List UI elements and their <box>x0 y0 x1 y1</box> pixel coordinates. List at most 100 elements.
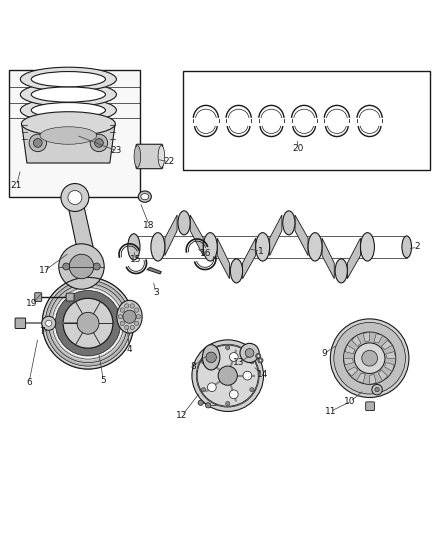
Polygon shape <box>9 70 141 197</box>
Text: 20: 20 <box>292 144 303 153</box>
Text: 11: 11 <box>325 407 336 416</box>
Polygon shape <box>347 238 360 279</box>
Wedge shape <box>45 280 131 366</box>
Ellipse shape <box>360 233 374 261</box>
Ellipse shape <box>40 127 97 144</box>
Polygon shape <box>378 370 388 381</box>
Polygon shape <box>243 238 256 279</box>
Polygon shape <box>363 332 370 342</box>
Circle shape <box>198 400 203 405</box>
Polygon shape <box>322 238 334 279</box>
Ellipse shape <box>130 325 134 329</box>
Circle shape <box>226 401 230 406</box>
Circle shape <box>42 316 56 330</box>
Polygon shape <box>385 352 396 358</box>
Polygon shape <box>357 373 365 383</box>
Ellipse shape <box>203 233 217 261</box>
Ellipse shape <box>124 304 129 308</box>
Circle shape <box>240 343 259 362</box>
Circle shape <box>250 387 254 392</box>
Text: 21: 21 <box>11 181 22 190</box>
Circle shape <box>375 387 379 392</box>
Text: 6: 6 <box>26 378 32 387</box>
Text: 16: 16 <box>200 249 212 258</box>
Text: 8: 8 <box>190 362 196 372</box>
Ellipse shape <box>31 102 106 118</box>
Circle shape <box>90 134 108 152</box>
Ellipse shape <box>21 112 115 136</box>
Text: 10: 10 <box>344 397 356 406</box>
Text: 4: 4 <box>127 345 132 354</box>
Ellipse shape <box>31 71 106 87</box>
Polygon shape <box>67 201 95 253</box>
Ellipse shape <box>141 193 149 200</box>
Ellipse shape <box>120 321 124 326</box>
Circle shape <box>245 349 254 357</box>
Text: 12: 12 <box>176 411 187 421</box>
Circle shape <box>343 332 396 384</box>
Polygon shape <box>270 215 282 256</box>
Circle shape <box>208 360 216 368</box>
Ellipse shape <box>134 321 139 326</box>
Polygon shape <box>345 345 354 354</box>
Text: 9: 9 <box>321 349 327 358</box>
Text: 5: 5 <box>100 376 106 384</box>
Ellipse shape <box>128 234 140 260</box>
FancyBboxPatch shape <box>66 293 74 301</box>
Ellipse shape <box>202 345 220 370</box>
Text: 15: 15 <box>130 255 142 264</box>
Circle shape <box>63 298 113 348</box>
Ellipse shape <box>158 146 165 167</box>
Ellipse shape <box>130 304 134 308</box>
FancyBboxPatch shape <box>136 144 162 169</box>
Polygon shape <box>217 238 230 279</box>
Ellipse shape <box>335 259 347 283</box>
Text: 17: 17 <box>39 266 50 276</box>
Circle shape <box>218 366 237 385</box>
Text: 22: 22 <box>163 157 174 166</box>
Circle shape <box>230 353 238 361</box>
Text: 2: 2 <box>415 243 420 252</box>
Circle shape <box>63 263 70 270</box>
Ellipse shape <box>118 314 123 319</box>
Polygon shape <box>147 268 161 274</box>
Bar <box>183 71 430 171</box>
Circle shape <box>192 340 264 411</box>
Ellipse shape <box>151 233 165 261</box>
Circle shape <box>205 403 211 408</box>
Ellipse shape <box>134 146 141 167</box>
Text: 7: 7 <box>39 327 45 336</box>
Circle shape <box>29 134 46 152</box>
Ellipse shape <box>402 236 412 258</box>
Ellipse shape <box>124 325 129 329</box>
Polygon shape <box>352 335 361 346</box>
Circle shape <box>69 254 94 279</box>
Circle shape <box>77 312 99 334</box>
Circle shape <box>208 383 216 392</box>
Ellipse shape <box>256 233 270 261</box>
Text: 23: 23 <box>111 146 122 155</box>
Circle shape <box>206 352 216 362</box>
Ellipse shape <box>138 191 151 203</box>
Polygon shape <box>21 124 115 163</box>
Ellipse shape <box>31 87 106 102</box>
Circle shape <box>259 359 262 362</box>
Circle shape <box>61 183 89 212</box>
Circle shape <box>201 387 206 392</box>
Wedge shape <box>49 284 127 362</box>
Circle shape <box>59 244 104 289</box>
Circle shape <box>230 390 238 399</box>
Polygon shape <box>165 215 177 256</box>
Ellipse shape <box>117 300 142 333</box>
Circle shape <box>201 359 206 364</box>
Circle shape <box>197 345 258 406</box>
Ellipse shape <box>20 83 117 107</box>
Polygon shape <box>385 362 394 372</box>
Ellipse shape <box>230 259 243 283</box>
Circle shape <box>334 322 406 394</box>
Text: 18: 18 <box>143 221 155 230</box>
Circle shape <box>256 353 261 359</box>
Circle shape <box>243 372 252 380</box>
Ellipse shape <box>178 211 190 235</box>
Ellipse shape <box>120 308 124 312</box>
